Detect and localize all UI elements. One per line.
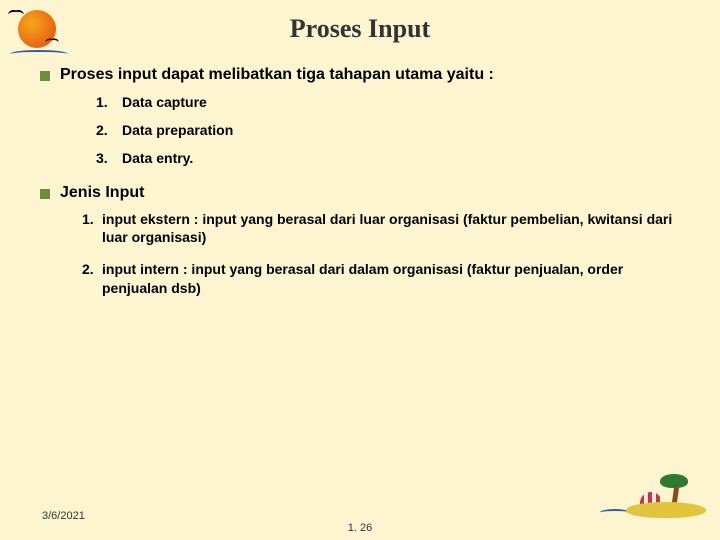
list-number: 1. [96, 94, 122, 110]
island-icon [626, 502, 706, 518]
list-item: 3. Data entry. [96, 150, 680, 166]
square-bullet-icon [40, 71, 50, 81]
bullet-item: Proses input dapat melibatkan tiga tahap… [40, 66, 680, 84]
bird-icon [45, 38, 60, 43]
slide-content: Proses input dapat melibatkan tiga tahap… [0, 44, 720, 297]
list-item: 1. Data capture [96, 94, 680, 110]
footer-page-number: 1. 26 [348, 522, 372, 534]
ordered-list: 1. input ekstern : input yang berasal da… [40, 210, 680, 297]
ordered-list: 1. Data capture 2. Data preparation 3. D… [40, 94, 680, 166]
list-item: 2. Data preparation [96, 122, 680, 138]
bullet-item: Jenis Input [40, 184, 680, 202]
palm-leaves-icon [660, 474, 688, 488]
list-item: 2. input intern : input yang berasal dar… [82, 260, 680, 296]
list-text: Data preparation [122, 122, 233, 138]
list-text: Data entry. [122, 150, 193, 166]
list-number: 2. [82, 260, 102, 296]
list-number: 1. [82, 210, 102, 246]
bird-icon [8, 10, 26, 16]
footer-date: 3/6/2021 [42, 510, 85, 522]
bullet-text: Jenis Input [60, 184, 144, 202]
list-text: input ekstern : input yang berasal dari … [102, 210, 680, 246]
wave-icon [10, 50, 68, 58]
bullet-text: Proses input dapat melibatkan tiga tahap… [60, 66, 494, 84]
list-item: 1. input ekstern : input yang berasal da… [82, 210, 680, 246]
slide-title: Proses Input [0, 0, 720, 44]
list-number: 3. [96, 150, 122, 166]
sun-birds-decoration [8, 8, 68, 58]
island-decoration [616, 468, 706, 518]
square-bullet-icon [40, 189, 50, 199]
list-text: Data capture [122, 94, 207, 110]
list-text: input intern : input yang berasal dari d… [102, 260, 680, 296]
list-number: 2. [96, 122, 122, 138]
